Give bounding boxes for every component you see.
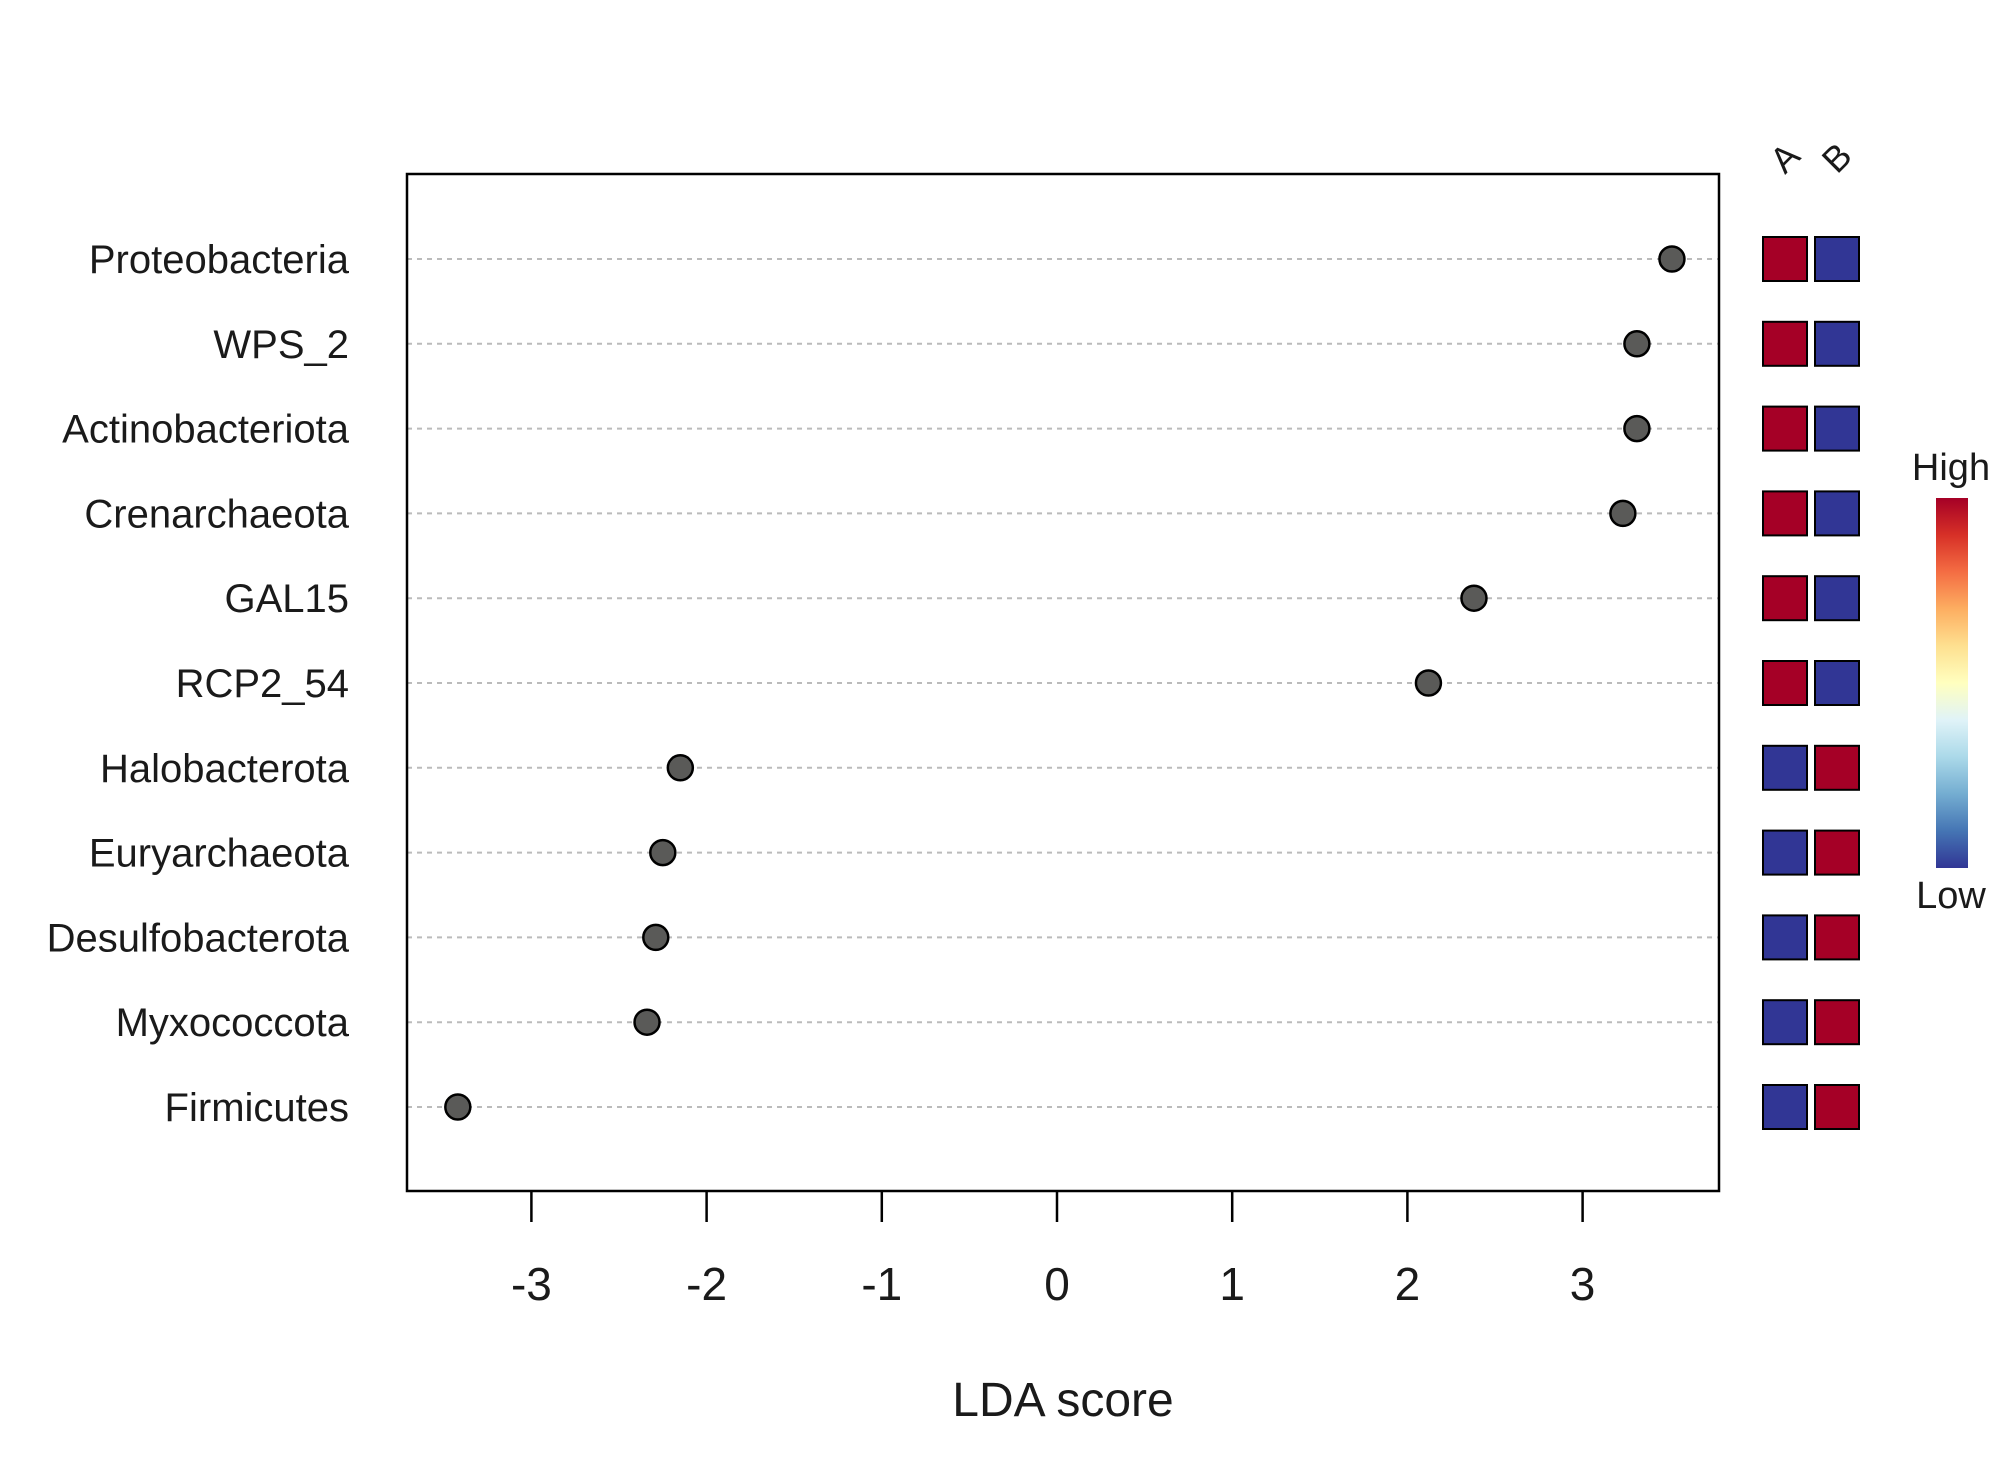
category-label: Proteobacteria [89,238,350,282]
heatmap-cell [1762,405,1808,452]
heatmap-cell [1762,320,1808,367]
x-tick-label: 1 [1219,1258,1245,1310]
colorbar-low-label: Low [1916,875,1986,917]
plot-frame [405,172,1721,1193]
category-label: Halobacterota [100,747,350,791]
heatmap-cell [1814,575,1860,622]
category-label: WPS_2 [213,323,349,367]
category-label: Myxococcota [116,1001,350,1045]
data-point [666,754,695,782]
colorbar-gradient [1936,498,1968,868]
heatmap-cell [1762,660,1808,706]
heatmap-cell [1762,490,1808,537]
category-label: Desulfobacterota [47,916,350,960]
data-point [1609,499,1637,528]
heatmap-cell [1814,914,1860,961]
x-axis-title: LDA score [952,1374,1173,1427]
heatmap-cell [1814,999,1860,1046]
category-label: Actinobacteriota [62,408,350,452]
category-label: Euryarchaeota [89,832,350,876]
heatmap-column-label: B [1814,135,1860,181]
category-labels: Proteobacteria WPS_2 Actinobacteriota Crena… [47,238,350,1130]
category-label: RCP2_54 [176,662,349,706]
x-tick-label: -2 [686,1258,727,1310]
heatmap-cell [1814,829,1860,876]
x-axis: -3 -2 -1 0 1 2 3 [511,1191,1595,1310]
category-label: Crenarchaeota [84,492,349,536]
heatmap-cell [1762,744,1808,791]
data-point [444,1093,472,1121]
grid-lines [407,258,1719,1108]
colorbar-high-label: High [1912,447,1990,489]
data-point [1658,245,1686,273]
data-point [642,923,670,952]
x-tick-label: 3 [1570,1258,1596,1310]
heatmap-cell [1762,1084,1808,1130]
data-point [633,1008,661,1036]
data-point [1414,669,1443,697]
heatmap-cell [1814,236,1860,282]
x-tick-label: 2 [1395,1258,1421,1310]
data-point [1623,330,1651,358]
heatmap-cell [1762,829,1808,876]
heatmap-cell [1762,914,1808,961]
data-point [1460,584,1488,612]
data-points [444,245,1686,1121]
heatmap-cell [1814,1084,1860,1130]
category-label: GAL15 [224,577,349,621]
heatmap-cell [1814,490,1860,537]
heatmap-cell [1814,405,1860,452]
x-tick-label: -3 [511,1258,552,1310]
heatmap-cell [1762,236,1808,282]
heatmap-cell [1814,744,1860,791]
heatmap-cell [1814,660,1860,706]
category-label: Firmicutes [165,1086,349,1130]
heatmap-cell [1762,999,1808,1046]
heatmap-cell [1762,575,1808,622]
data-point [649,838,677,867]
data-point [1623,414,1651,443]
heatmap-column-label: A [1762,135,1808,181]
color-legend: High Low [1912,447,1990,917]
x-tick-label: -1 [861,1258,902,1310]
x-tick-label: 0 [1044,1258,1070,1310]
heatmap-cell [1814,320,1860,367]
